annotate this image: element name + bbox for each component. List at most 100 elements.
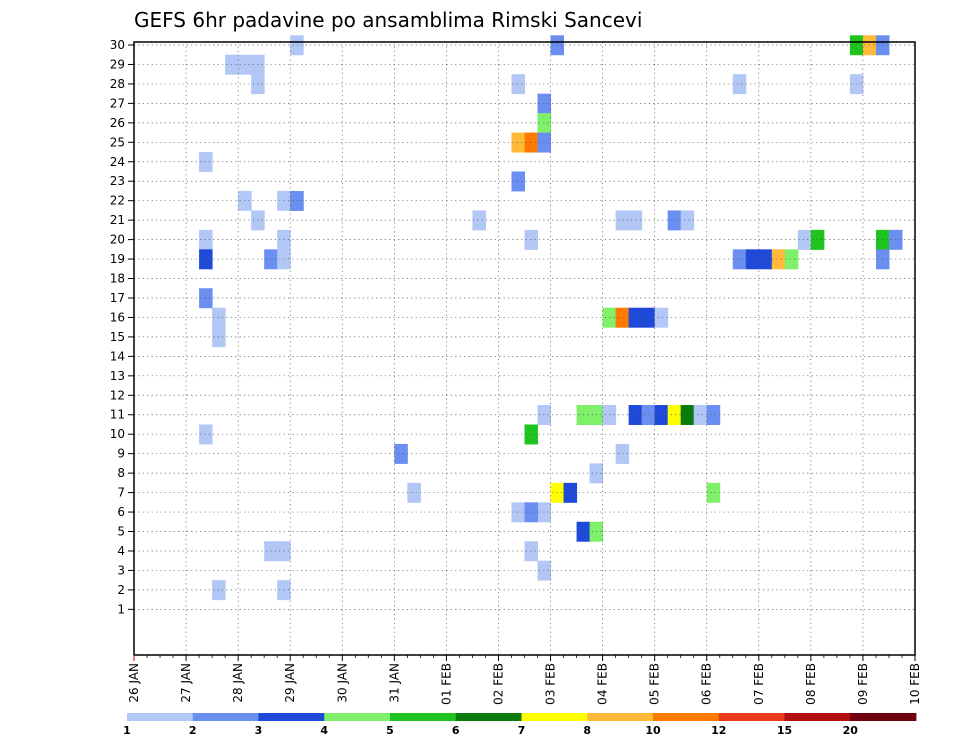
heatmap-cell [732, 249, 747, 270]
y-tick-label: 8 [117, 466, 125, 480]
heatmap-cell [199, 288, 213, 309]
heatmap-cell [732, 74, 747, 95]
colorbar-label: 6 [452, 724, 460, 737]
y-tick-label: 23 [110, 174, 125, 188]
x-tick-label: 29 JAN [283, 663, 297, 703]
y-tick-label: 3 [117, 563, 125, 577]
y-tick-label: 1 [117, 602, 125, 616]
heatmap-cell [641, 405, 656, 425]
heatmap-cell [706, 405, 721, 425]
colorbar-label: 2 [189, 724, 197, 737]
y-tick-label: 25 [110, 135, 125, 149]
heatmap-cell [394, 443, 408, 464]
heatmap-cell [212, 327, 226, 348]
heatmap-cell [641, 307, 656, 328]
colorbar-label: 10 [645, 724, 661, 737]
x-tick-label: 26 JAN [127, 663, 141, 703]
heatmap-cell [212, 307, 226, 328]
heatmap-cell [511, 502, 525, 523]
heatmap-cell [797, 229, 812, 250]
colorbar-swatch [192, 713, 259, 721]
y-tick-label: 12 [110, 388, 125, 402]
heatmap-cell [524, 424, 539, 445]
colorbar-swatch [521, 713, 588, 721]
colorbar-label: 4 [320, 724, 328, 737]
heatmap-cell [524, 541, 539, 562]
heatmap-cell [212, 580, 226, 601]
y-tick-label: 10 [110, 427, 125, 441]
x-tick-label: 28 JAN [231, 663, 245, 703]
heatmap-cell [810, 229, 825, 250]
colorbar-label: 3 [255, 724, 263, 737]
y-tick-label: 24 [110, 155, 125, 169]
x-tick-label: 06 FEB [700, 663, 714, 705]
x-tick-label: 02 FEB [491, 663, 505, 705]
colorbar-swatch [718, 713, 785, 721]
heatmap-cell [628, 210, 643, 231]
heatmap-cell [680, 405, 695, 425]
colorbar-swatch [127, 713, 194, 721]
heatmap-cell [628, 307, 643, 328]
heatmap-cell [771, 249, 786, 270]
y-tick-label: 26 [110, 116, 125, 130]
heatmap-cell [199, 424, 213, 445]
heatmap-cell [524, 229, 539, 250]
heatmap-cell [199, 249, 213, 270]
y-tick-label: 30 [110, 38, 125, 52]
y-tick-label: 28 [110, 77, 125, 91]
x-tick-label: 10 FEB [908, 663, 922, 705]
heatmap-cell [654, 307, 669, 328]
y-tick-label: 5 [117, 525, 125, 539]
x-tick-label: 04 FEB [596, 663, 610, 705]
heatmap-cell [524, 132, 539, 153]
chart-title: GEFS 6hr padavine po ansamblima Rimski S… [134, 8, 642, 32]
colorbar-swatch [784, 713, 851, 721]
colorbar-swatch [390, 713, 457, 721]
colorbar-label: 8 [583, 724, 591, 737]
x-tick-label: 31 JAN [387, 663, 401, 703]
x-tick-label: 27 JAN [179, 663, 193, 703]
x-tick-label: 03 FEB [544, 663, 558, 705]
heatmap-cell [654, 405, 669, 425]
y-tick-label: 13 [110, 369, 125, 383]
y-tick-label: 18 [110, 272, 125, 286]
heatmap-cell [615, 307, 630, 328]
y-tick-label: 29 [110, 57, 125, 71]
y-tick-label: 19 [110, 252, 125, 266]
heatmap-cell [680, 210, 695, 231]
heatmap-cell [615, 210, 630, 231]
heatmap-cell [199, 229, 213, 250]
y-tick-label: 7 [117, 486, 125, 500]
y-tick-label: 20 [110, 233, 125, 247]
y-tick-label: 14 [110, 349, 125, 363]
heatmap-cell [667, 210, 682, 231]
x-tick-label: 07 FEB [752, 663, 766, 705]
heatmap-cell [407, 482, 421, 503]
colorbar-label: 1 [123, 724, 131, 737]
heatmap-cell [199, 152, 213, 172]
colorbar-swatch [587, 713, 654, 721]
y-tick-label: 21 [110, 213, 125, 227]
y-tick-label: 6 [117, 505, 125, 519]
y-tick-label: 15 [110, 330, 125, 344]
heatmap-cell [511, 171, 525, 192]
colorbar-label: 15 [777, 724, 792, 737]
x-tick-label: 30 JAN [335, 663, 349, 703]
x-tick-label: 08 FEB [804, 663, 818, 705]
colorbar-swatch [324, 713, 391, 721]
heatmap-cell [511, 132, 525, 153]
y-tick-label: 2 [117, 583, 125, 597]
colorbar-label: 7 [518, 724, 526, 737]
y-tick-label: 9 [117, 447, 125, 461]
x-tick-label: 05 FEB [648, 663, 662, 705]
x-tick-label: 01 FEB [439, 663, 453, 705]
heatmap-cell [667, 405, 682, 425]
colorbar-label: 12 [711, 724, 726, 737]
heatmap-cell [615, 443, 630, 464]
y-tick-label: 4 [117, 544, 125, 558]
heatmap-cell [524, 502, 539, 523]
heatmap-cell [745, 249, 760, 270]
y-tick-label: 27 [110, 96, 125, 110]
y-tick-label: 17 [110, 291, 125, 305]
